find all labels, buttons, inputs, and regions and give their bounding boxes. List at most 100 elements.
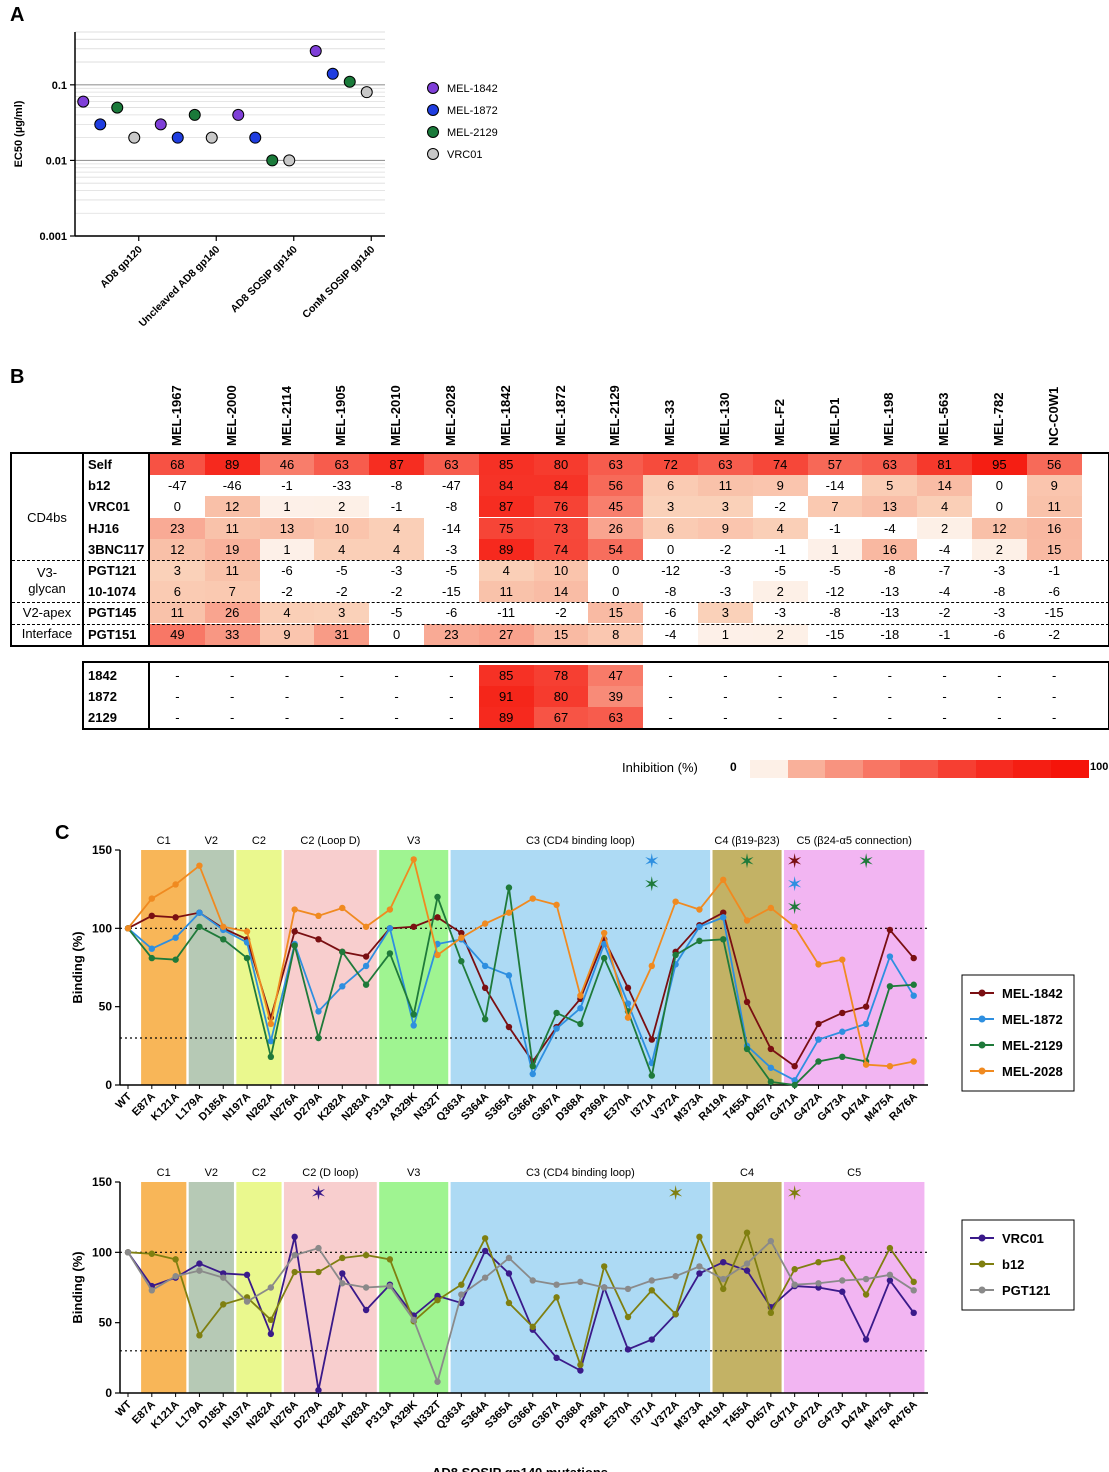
data-point (815, 1036, 822, 1043)
heatmap-cell: 27 (478, 623, 534, 645)
data-point (148, 945, 156, 952)
data-point (326, 67, 339, 80)
data-point (362, 1251, 370, 1259)
heatmap-cell: 33 (204, 623, 260, 645)
data-point (291, 1268, 298, 1276)
heatmap-cell: - (668, 710, 673, 726)
data-point (720, 1275, 727, 1283)
data-point (266, 154, 279, 167)
data-point (648, 1036, 656, 1043)
column-header: MEL-D1 (826, 397, 842, 446)
legend-label: VRC01 (1002, 1231, 1044, 1246)
data-point (767, 1309, 775, 1317)
heatmap-cell: - (339, 667, 344, 683)
data-point (577, 992, 584, 999)
legend-label: MEL-2028 (1002, 1064, 1063, 1079)
colorbar-label: Inhibition (%) (622, 760, 698, 776)
colorbar-swatch (938, 760, 976, 779)
data-point (815, 1020, 822, 1028)
heatmap-cell: - (778, 667, 783, 683)
data-point (481, 984, 489, 992)
data-point (481, 1247, 489, 1255)
data-point (862, 1003, 870, 1010)
panel-label-a: A (10, 4, 25, 26)
region-label: C4 (740, 1167, 754, 1179)
region-label: C2 (252, 1167, 266, 1179)
heatmap-cell: 19 (204, 538, 260, 560)
heatmap-cell: 9 (698, 517, 753, 539)
column-header: MEL-198 (881, 392, 897, 446)
heatmap-cell: -6 (664, 605, 677, 621)
heatmap-cell: -4 (664, 626, 677, 642)
heatmap-cell: 54 (588, 538, 644, 560)
data-point (839, 1288, 846, 1295)
heatmap-cell: -15 (442, 584, 461, 600)
data-point (386, 925, 394, 932)
heatmap-cell: 0 (995, 478, 1004, 494)
region-band (783, 850, 925, 1085)
data-point (386, 1256, 394, 1263)
data-point (362, 1284, 370, 1291)
data-point (232, 108, 245, 121)
data-point (196, 1332, 203, 1339)
row-label: 1872 (88, 689, 117, 704)
y-tick-label: 100 (92, 921, 112, 935)
row-label: 10-1074 (88, 584, 136, 600)
data-point (267, 1284, 275, 1291)
heatmap-cell: - (394, 710, 399, 726)
heatmap-cell: - (175, 667, 180, 683)
data-point (720, 909, 727, 916)
data-point (291, 1251, 298, 1259)
region-label: V2 (205, 1167, 218, 1179)
data-point (815, 1280, 822, 1287)
heatmap-cell: -33 (332, 478, 352, 494)
data-point (553, 1009, 560, 1017)
heatmap-cell: 68 (150, 454, 205, 475)
heatmap-cell: - (887, 710, 892, 726)
data-point (339, 1270, 346, 1277)
data-point (720, 936, 727, 943)
x-tick-label: ConM SOSIP gp140 (300, 244, 377, 321)
data-point (505, 972, 513, 979)
data-point (315, 1386, 322, 1394)
heatmap-cell: 9 (1026, 475, 1082, 497)
data-point (791, 1081, 798, 1089)
series-line (127, 887, 914, 1086)
data-point (243, 1271, 251, 1279)
y-tick-label: 150 (92, 1175, 112, 1189)
row-label: 3BNC117 (88, 541, 145, 557)
data-point (553, 1281, 560, 1288)
legend-marker (427, 148, 439, 160)
region-band (379, 850, 449, 1085)
data-point (600, 1284, 608, 1291)
column-header: MEL-1872 (552, 385, 568, 446)
heatmap-cell: 3 (314, 602, 370, 624)
data-point (172, 914, 179, 921)
data-point (839, 1254, 846, 1262)
data-point (886, 1271, 894, 1279)
colorbar-swatch (825, 760, 864, 779)
heatmap-cell: 14 (917, 475, 972, 497)
divider (82, 452, 84, 647)
heatmap-cell: -15 (825, 626, 845, 642)
data-point (339, 983, 346, 990)
data-point (791, 923, 798, 930)
region-label: C1 (157, 835, 171, 847)
region-label: C2 (Loop D) (300, 835, 360, 847)
data-point (148, 1287, 156, 1294)
data-point (672, 951, 679, 959)
heatmap-cell: -7 (938, 563, 951, 578)
region-label: C2 (D loop) (302, 1167, 358, 1179)
y-tick-label: 50 (99, 1000, 113, 1014)
data-point (862, 1275, 870, 1283)
data-point (886, 1277, 894, 1284)
heatmap-cell: - (942, 710, 947, 726)
data-point (839, 956, 846, 963)
heatmap-cell: - (230, 689, 235, 704)
heatmap-cell: 63 (698, 454, 753, 475)
data-point (481, 1235, 489, 1242)
colorbar-swatch (900, 760, 939, 779)
data-point (291, 1233, 298, 1241)
data-point (434, 1378, 441, 1385)
x-tick-label: E370A (602, 1399, 634, 1431)
